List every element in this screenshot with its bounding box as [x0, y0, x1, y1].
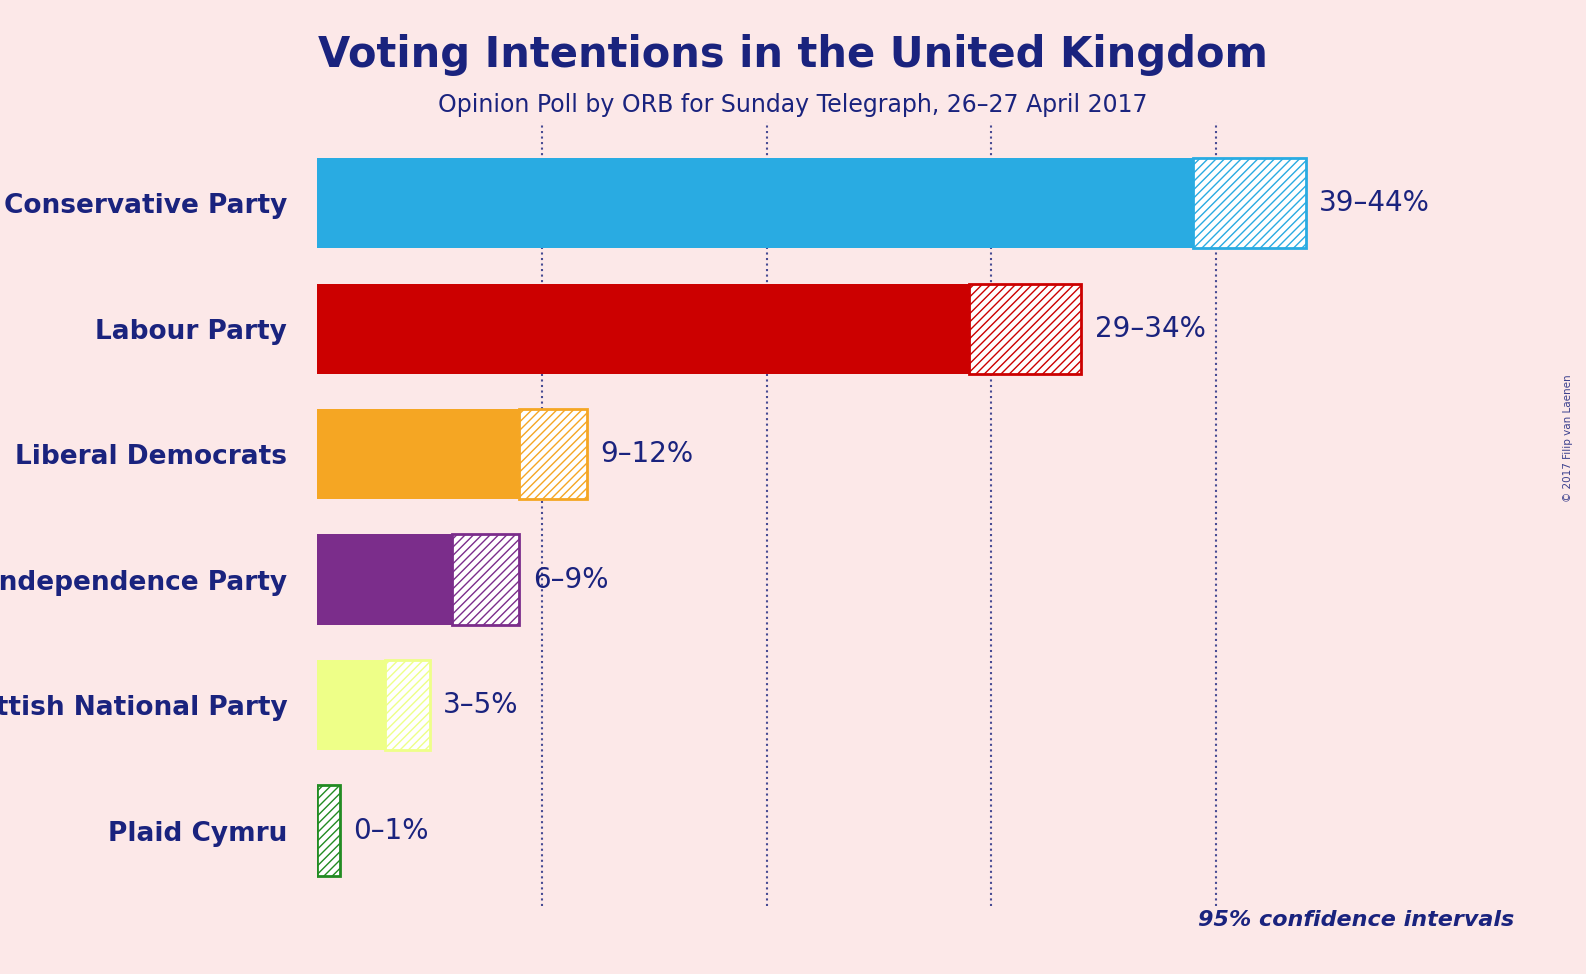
Text: 0–1%: 0–1% — [354, 816, 428, 844]
Bar — [385, 660, 430, 750]
Bar — [519, 409, 587, 500]
Text: 39–44%: 39–44% — [1320, 189, 1431, 217]
Bar — [969, 283, 1082, 374]
Bar — [317, 409, 519, 500]
Bar — [317, 785, 339, 876]
Text: 29–34%: 29–34% — [1094, 315, 1205, 343]
Bar — [317, 785, 339, 876]
Bar — [969, 283, 1082, 374]
Text: 6–9%: 6–9% — [533, 566, 609, 593]
Text: 9–12%: 9–12% — [600, 440, 693, 468]
Text: 95% confidence intervals: 95% confidence intervals — [1199, 910, 1515, 930]
Bar — [452, 535, 519, 624]
Bar — [317, 283, 969, 374]
Bar — [317, 785, 339, 876]
Bar — [385, 660, 430, 750]
Bar — [317, 535, 452, 624]
Text: Voting Intentions in the United Kingdom: Voting Intentions in the United Kingdom — [319, 34, 1267, 76]
Bar — [969, 283, 1082, 374]
Bar — [317, 283, 969, 374]
Text: 3–5%: 3–5% — [442, 692, 519, 719]
Text: Opinion Poll by ORB for Sunday Telegraph, 26–27 April 2017: Opinion Poll by ORB for Sunday Telegraph… — [438, 93, 1148, 117]
Bar — [519, 409, 587, 500]
Bar — [519, 409, 587, 500]
Bar — [452, 535, 519, 624]
Bar — [1193, 158, 1305, 248]
Bar — [317, 158, 1193, 248]
Text: © 2017 Filip van Laenen: © 2017 Filip van Laenen — [1564, 374, 1573, 503]
Bar — [1193, 158, 1305, 248]
Bar — [317, 158, 1193, 248]
Bar — [317, 409, 519, 500]
Bar — [452, 535, 519, 624]
Bar — [317, 660, 385, 750]
Bar — [385, 660, 430, 750]
Bar — [1193, 158, 1305, 248]
Bar — [317, 660, 385, 750]
Bar — [317, 535, 452, 624]
